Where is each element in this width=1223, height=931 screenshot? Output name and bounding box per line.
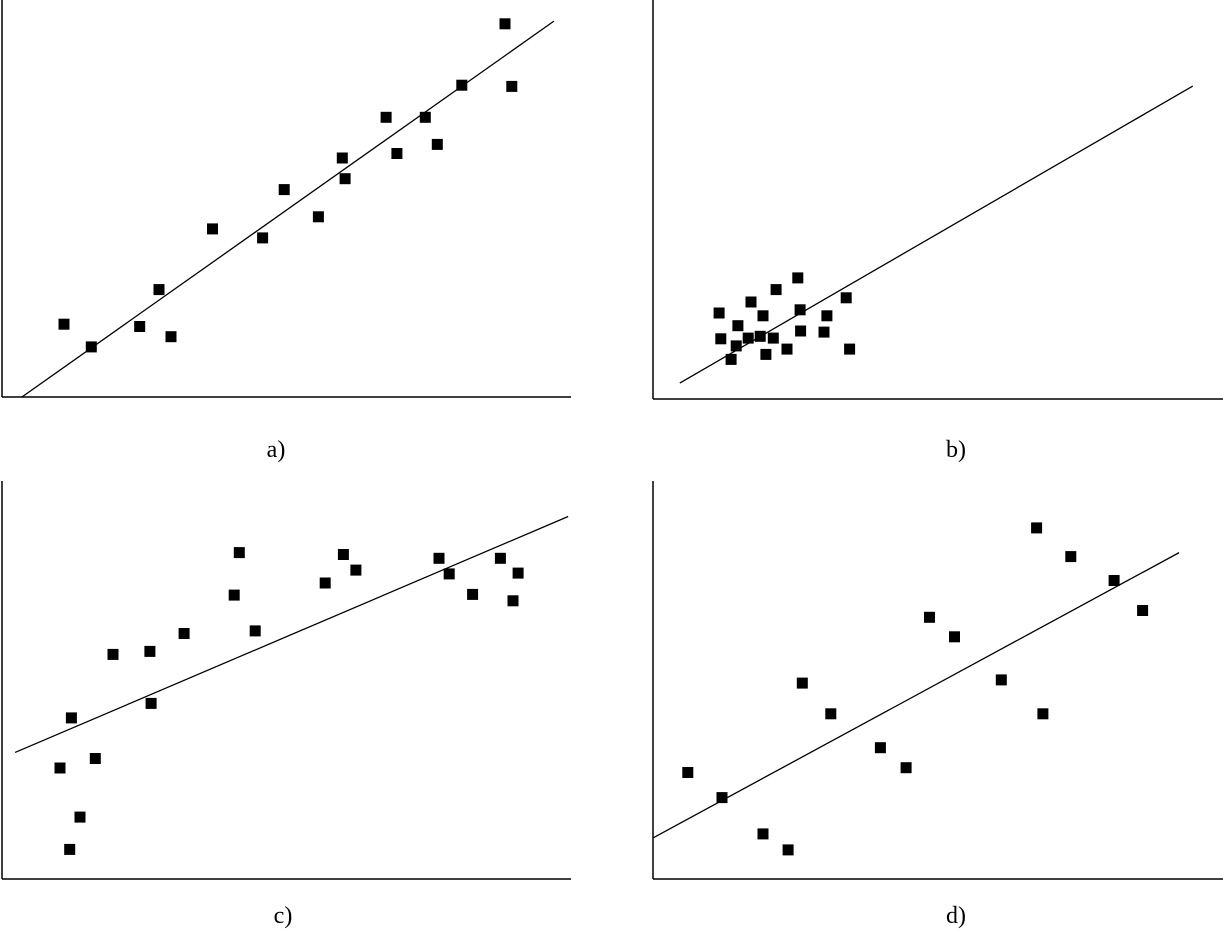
panel-a-data-point-15 <box>431 138 443 150</box>
panel-a: a) <box>1 0 571 463</box>
panel-a-data-point-8 <box>278 184 290 196</box>
panel-b-data-point-9 <box>757 310 769 322</box>
panel-b-data-point-7 <box>745 296 757 308</box>
panel-c-data-point-14 <box>337 549 349 560</box>
panel-a-data-point-14 <box>419 111 431 123</box>
panel-c-data-point-1 <box>54 762 66 774</box>
panel-c-data-point-12 <box>249 625 261 637</box>
panel-c-data-point-6 <box>107 648 119 660</box>
panel-d-data-point-6 <box>825 708 837 720</box>
panel-b-data-point-3 <box>725 353 737 365</box>
panel-d-data-point-11 <box>995 674 1007 686</box>
panel-c-data-point-18 <box>467 588 479 600</box>
panel-a-data-point-4 <box>153 284 165 296</box>
panel-d-data-point-9 <box>924 611 935 623</box>
panel-d-label: d) <box>946 903 966 929</box>
panel-b-data-point-17 <box>818 326 830 338</box>
panel-d: d) <box>652 481 1223 929</box>
panel-c-data-point-2 <box>64 843 76 855</box>
panel-a-data-point-2 <box>85 341 97 353</box>
panel-c-fit-line <box>14 515 569 754</box>
panel-c-data-point-8 <box>145 697 157 709</box>
panel-c-data-point-21 <box>512 567 524 579</box>
panel-a-data-point-12 <box>380 111 392 123</box>
panel-b-data-point-12 <box>770 284 782 296</box>
panel-d-fit-line <box>652 552 1180 839</box>
panel-b-data-point-4 <box>730 340 742 352</box>
panel-b-data-point-16 <box>795 325 807 337</box>
panel-b-data-point-8 <box>754 330 766 342</box>
panel-b-data-point-2 <box>715 333 727 345</box>
panel-b-data-point-20 <box>844 343 856 355</box>
panel-c-data-point-4 <box>74 811 86 823</box>
panel-c-data-point-19 <box>494 552 506 564</box>
panel-c-plot <box>14 515 569 855</box>
panel-d-data-point-5 <box>796 677 808 689</box>
panel-b-data-point-11 <box>767 332 779 344</box>
panel-a-data-point-18 <box>506 80 518 92</box>
panel-b-data-point-18 <box>821 310 833 322</box>
panel-c: c) <box>1 481 571 929</box>
panel-c-label: c) <box>274 903 293 929</box>
panel-b-data-point-13 <box>781 343 793 355</box>
panel-d-data-point-7 <box>874 742 886 754</box>
panel-a-data-point-7 <box>257 232 269 244</box>
panel-c-data-point-3 <box>65 712 77 724</box>
panel-b-data-point-6 <box>742 332 754 344</box>
panel-c-data-point-20 <box>507 595 519 607</box>
panel-b-plot <box>679 85 1194 384</box>
panel-c-data-point-17 <box>443 568 455 580</box>
panel-b-data-point-19 <box>840 292 852 304</box>
panel-d-plot <box>652 522 1180 856</box>
panel-d-data-point-2 <box>716 792 728 804</box>
panel-d-data-point-16 <box>1137 605 1149 616</box>
panel-d-data-point-3 <box>757 828 769 840</box>
panel-d-data-point-10 <box>949 631 960 643</box>
panel-d-data-point-8 <box>900 762 912 774</box>
panel-b-data-point-5 <box>732 320 744 332</box>
panel-a-plot <box>21 18 555 398</box>
panel-a-data-point-5 <box>165 331 177 343</box>
panel-a-data-point-1 <box>58 318 70 330</box>
panel-c-data-point-9 <box>178 628 190 639</box>
panel-d-data-point-4 <box>782 844 794 856</box>
panel-d-data-point-15 <box>1108 575 1120 586</box>
panel-a-data-point-10 <box>336 152 348 164</box>
panel-c-data-point-16 <box>433 552 445 564</box>
panel-b-data-point-15 <box>794 304 806 316</box>
panel-c-data-point-10 <box>228 589 240 601</box>
panel-c-data-point-11 <box>233 547 245 559</box>
panel-d-data-point-1 <box>682 767 694 778</box>
panel-a-data-point-16 <box>456 79 468 91</box>
panel-b-data-point-10 <box>760 348 772 360</box>
panel-d-data-point-14 <box>1065 551 1077 563</box>
panel-c-data-point-13 <box>319 577 331 589</box>
panel-b: b) <box>652 0 1223 463</box>
panel-a-data-point-11 <box>339 173 351 185</box>
panel-d-data-point-12 <box>1031 522 1043 534</box>
panel-a-data-point-9 <box>312 211 324 223</box>
panel-c-data-point-5 <box>89 753 101 764</box>
panel-d-data-point-13 <box>1037 708 1049 720</box>
panel-a-data-point-17 <box>499 18 511 30</box>
panel-b-label: b) <box>946 437 966 463</box>
panel-a-data-point-3 <box>134 321 146 332</box>
panel-c-data-point-15 <box>350 564 362 576</box>
panel-b-data-point-14 <box>792 272 804 284</box>
panel-c-data-point-7 <box>144 645 156 657</box>
panel-a-label: a) <box>267 437 286 463</box>
panel-a-data-point-13 <box>391 148 403 159</box>
panel-b-data-point-1 <box>713 307 725 319</box>
panel-a-data-point-6 <box>207 223 218 235</box>
